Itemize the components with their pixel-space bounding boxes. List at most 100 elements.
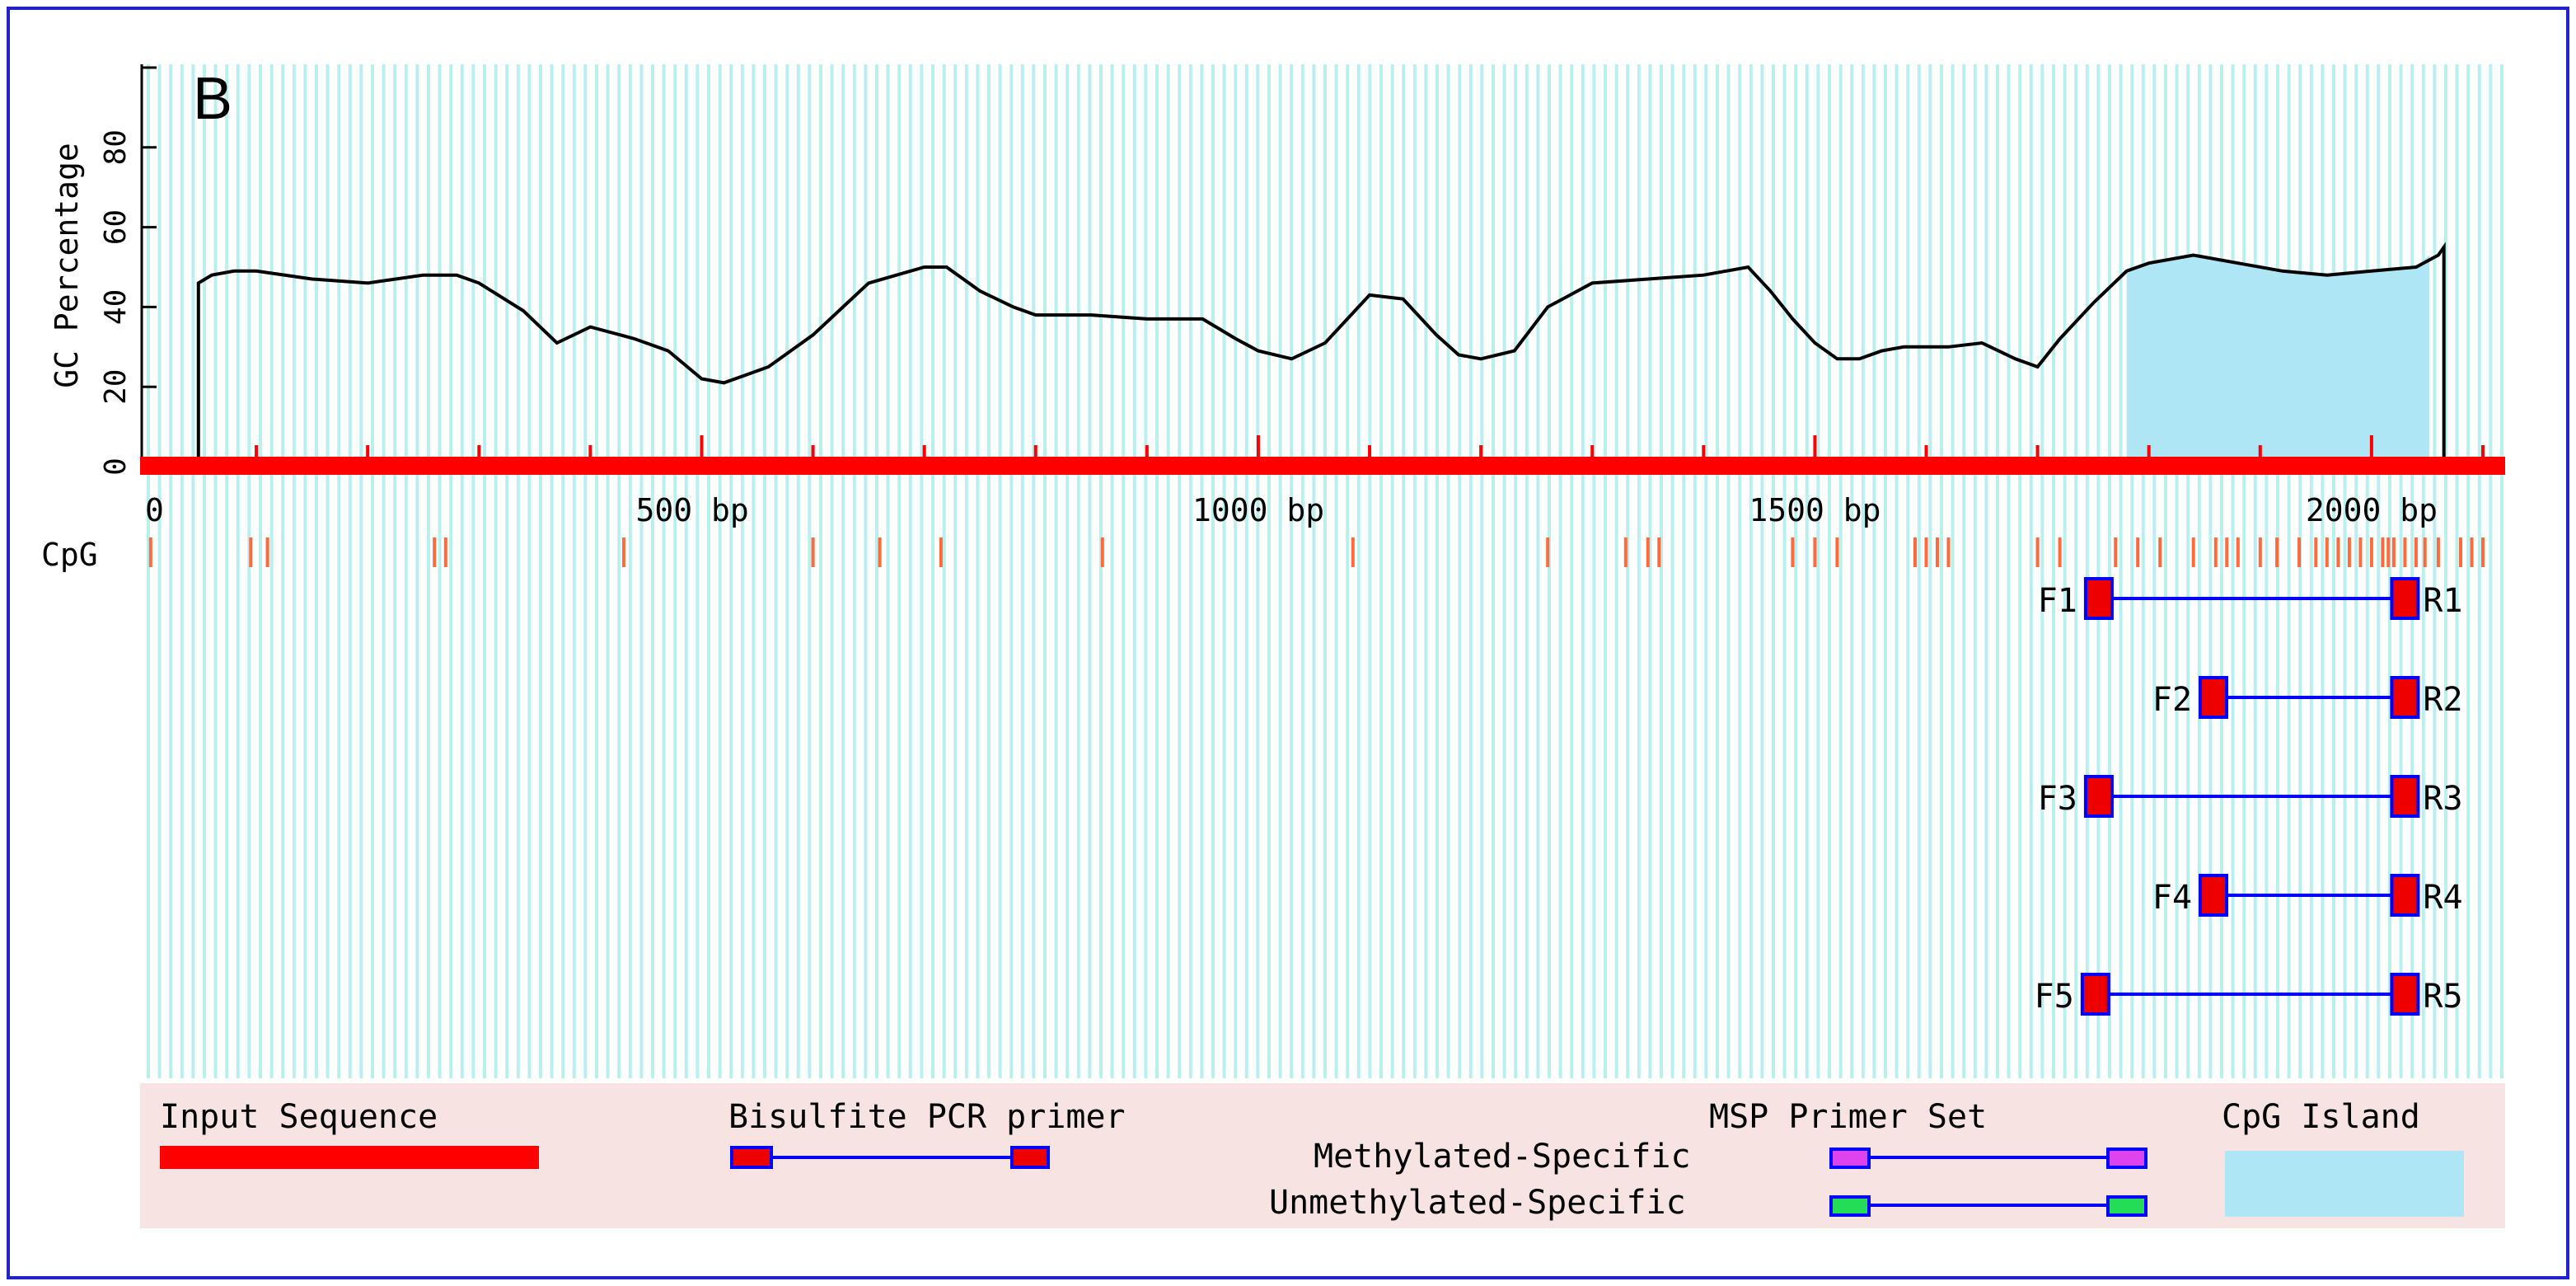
background-stripe	[1704, 64, 1708, 1078]
background-stripe	[628, 64, 632, 1078]
background-stripe	[1166, 64, 1170, 1078]
background-stripe	[203, 64, 206, 1078]
background-stripe	[841, 64, 845, 1078]
background-stripe	[908, 64, 912, 1078]
background-stripe	[292, 64, 296, 1078]
background-stripe	[1043, 64, 1047, 1078]
background-stripe	[1782, 64, 1787, 1078]
background-stripe	[2489, 64, 2493, 1078]
background-stripe	[2298, 64, 2302, 1078]
background-stripe	[1178, 64, 1182, 1078]
background-stripe	[595, 64, 598, 1078]
y-tick-label: 80	[99, 129, 133, 165]
background-stripe	[1772, 64, 1775, 1078]
background-stripe	[1548, 64, 1551, 1078]
forward-primer-box	[2080, 973, 2110, 1016]
background-stripe	[326, 64, 330, 1078]
background-stripe	[1446, 64, 1450, 1078]
background-stripe	[2309, 64, 2313, 1078]
cpg-site-mark	[2381, 537, 2385, 567]
background-stripe	[684, 64, 688, 1078]
cpg-site-mark	[2236, 537, 2240, 567]
background-stripe	[1312, 64, 1316, 1078]
background-stripe	[2388, 64, 2391, 1078]
background-stripe	[449, 64, 453, 1078]
cpg-site-mark	[249, 537, 253, 567]
figure-frame	[7, 7, 2569, 1279]
background-stripe	[1458, 64, 1462, 1078]
cpg-site-mark	[1100, 537, 1104, 567]
background-stripe	[718, 64, 722, 1078]
cpg-sites-track	[148, 537, 2485, 567]
background-stripe	[438, 64, 442, 1078]
background-stripe	[953, 64, 958, 1078]
cpg-site-mark	[2459, 537, 2462, 567]
forward-primer-box	[2199, 676, 2229, 719]
background-stripe	[819, 64, 822, 1078]
background-stripe	[2444, 64, 2447, 1078]
reverse-primer-label: R2	[2423, 681, 2462, 719]
background-stripe	[2354, 64, 2358, 1078]
background-stripe	[1278, 64, 1282, 1078]
background-stripe	[572, 64, 576, 1078]
x-tick-label: 500 bp	[635, 492, 748, 528]
background-stripe	[1300, 64, 1304, 1078]
background-stripe	[1558, 64, 1562, 1078]
background-stripe	[1726, 64, 1731, 1078]
background-stripe	[1536, 64, 1540, 1078]
legend-methylated-right-box	[2106, 1148, 2147, 1169]
legend-bisulfite-primer-right-box	[1010, 1146, 1050, 1169]
legend-input-sequence-label: Input Sequence	[160, 1098, 438, 1136]
background-stripe	[2365, 64, 2369, 1078]
background-stripe	[2130, 64, 2134, 1078]
background-stripe	[1895, 64, 1899, 1078]
background-stripe	[1951, 64, 1955, 1078]
cpg-island-area	[2126, 255, 2430, 467]
cpg-site-mark	[2369, 537, 2373, 567]
background-stripe	[1805, 64, 1809, 1078]
background-stripe	[1132, 64, 1136, 1078]
background-stripe	[2276, 64, 2279, 1078]
background-stripe	[830, 64, 834, 1078]
background-stripe	[1144, 64, 1148, 1078]
y-tick-label: 40	[99, 289, 133, 325]
background-stripe	[864, 64, 868, 1078]
background-stripe	[2197, 64, 2201, 1078]
background-stripe	[673, 64, 677, 1078]
background-stripe	[1738, 64, 1742, 1078]
cpg-site-mark	[2358, 537, 2363, 567]
background-stripe	[460, 64, 464, 1078]
background-stripe	[942, 64, 946, 1078]
cpg-site-mark	[2225, 537, 2229, 567]
cpg-site-mark	[1946, 537, 1951, 567]
forward-primer-box	[2083, 577, 2114, 620]
background-stripe	[740, 64, 744, 1078]
background-stripe	[2265, 64, 2269, 1078]
gc-percentage-line	[145, 242, 2505, 468]
cpg-site-mark	[2258, 537, 2262, 567]
cpg-site-mark	[433, 537, 437, 567]
background-stripe	[1660, 64, 1663, 1078]
background-stripe	[2029, 64, 2033, 1078]
background-stripe	[1122, 64, 1126, 1078]
x-tick-label: 1500 bp	[1749, 492, 1880, 528]
background-stripe	[583, 64, 588, 1078]
background-stripe	[303, 64, 307, 1078]
background-stripe	[1188, 64, 1192, 1078]
cpg-site-mark	[2470, 537, 2474, 567]
background-stripe	[1828, 64, 1831, 1078]
background-stripe	[1244, 64, 1248, 1078]
background-stripe	[1626, 64, 1630, 1078]
y-axis-title: GC Percentage	[49, 143, 85, 387]
background-stripe	[1917, 64, 1921, 1078]
reverse-primer-box	[2390, 676, 2420, 719]
background-stripe	[2477, 64, 2481, 1078]
legend-unmethylated-left-box	[1829, 1195, 1871, 1217]
background-stripe	[415, 64, 419, 1078]
background-stripe	[696, 64, 700, 1078]
background-stripe	[1267, 64, 1271, 1078]
x-axis-ticks: 0 500 bp 1000 bp 1500 bp 2000 bp	[145, 435, 2485, 528]
background-stripe	[259, 64, 262, 1078]
background-stripe	[774, 64, 778, 1078]
